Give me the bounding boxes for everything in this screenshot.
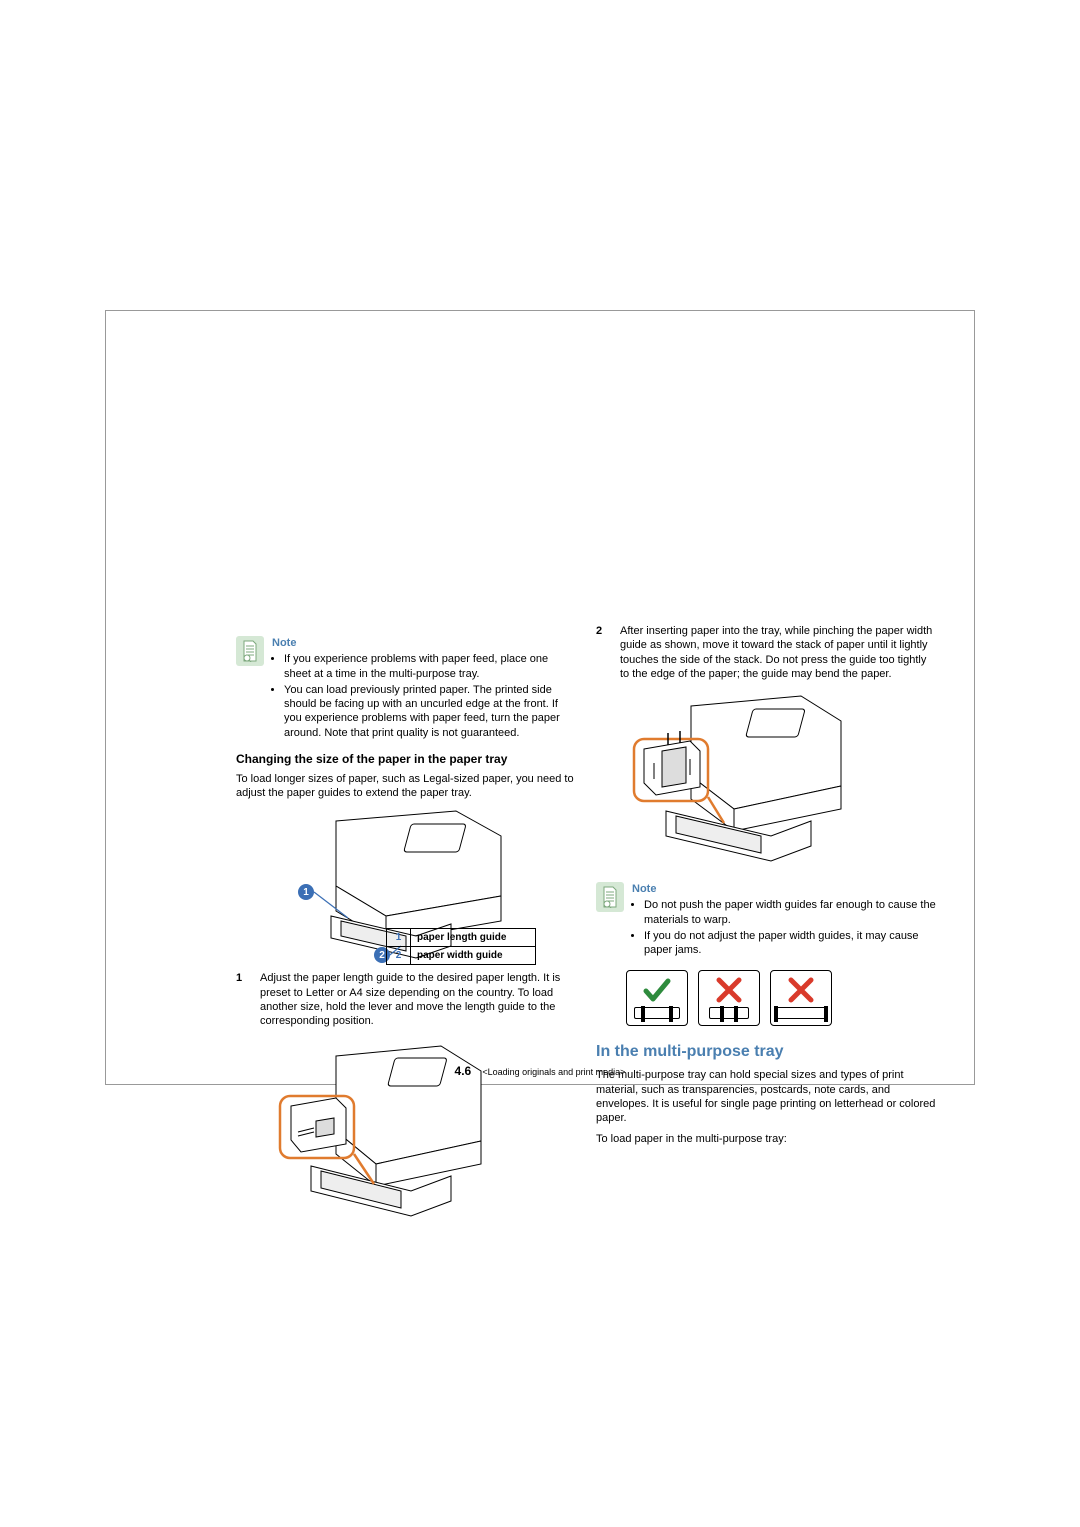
note2-bullet-1: Do not push the paper width guides far e… bbox=[644, 898, 936, 927]
intro-para: To load longer sizes of paper, such as L… bbox=[236, 772, 576, 801]
left-column: Note If you experience problems with pap… bbox=[236, 636, 576, 1236]
legend-txt-2: paper width guide bbox=[411, 947, 535, 964]
section-multipurpose: In the multi-purpose tray bbox=[596, 1042, 936, 1063]
note-label: Note bbox=[632, 882, 936, 896]
note-icon bbox=[236, 636, 264, 666]
step-1-num: 1 bbox=[236, 971, 248, 1028]
page-number: 4.6 bbox=[455, 1064, 472, 1078]
legend-row-2: 2 paper width guide bbox=[387, 947, 535, 964]
figure-step2 bbox=[626, 691, 856, 876]
step-1: 1 Adjust the paper length guide to the d… bbox=[236, 971, 576, 1028]
footer-title: <Loading originals and print media> bbox=[482, 1067, 625, 1077]
guide-adjustment-icons: .guide-box:nth-child(2) .tray-shape::bef… bbox=[626, 970, 936, 1026]
step-2-body: After inserting paper into the tray, whi… bbox=[620, 624, 936, 681]
note-body-1: Note If you experience problems with pap… bbox=[272, 636, 576, 742]
legend-txt-1: paper length guide bbox=[411, 929, 535, 946]
guide-too-loose bbox=[770, 970, 832, 1026]
legend-num-1: 1 bbox=[387, 929, 411, 946]
page-footer: 4.6 <Loading originals and print media> bbox=[106, 1064, 974, 1078]
guide-correct bbox=[626, 970, 688, 1026]
note2-bullet-2: If you do not adjust the paper width gui… bbox=[644, 929, 936, 958]
figure-legend: 1 paper length guide 2 paper width guide bbox=[386, 928, 536, 965]
note-label: Note bbox=[272, 636, 576, 650]
note1-bullet-2: You can load previously printed paper. T… bbox=[284, 683, 576, 740]
note-block-2: Note Do not push the paper width guides … bbox=[596, 882, 936, 959]
note-body-2: Note Do not push the paper width guides … bbox=[632, 882, 936, 959]
step-2-num: 2 bbox=[596, 624, 608, 681]
legend-num-2: 2 bbox=[387, 947, 411, 964]
step-1-body: Adjust the paper length guide to the des… bbox=[260, 971, 576, 1028]
figure-printer-guides: 1 2 1 paper length guide 2 paper width g… bbox=[276, 806, 536, 961]
page-frame: Note If you experience problems with pap… bbox=[105, 310, 975, 1085]
note-block-1: Note If you experience problems with pap… bbox=[236, 636, 576, 742]
subheading-change-size: Changing the size of the paper in the pa… bbox=[236, 752, 576, 768]
step-2: 2 After inserting paper into the tray, w… bbox=[596, 624, 936, 681]
mp-para-2: To load paper in the multi-purpose tray: bbox=[596, 1132, 936, 1146]
note-icon bbox=[596, 882, 624, 912]
legend-row-1: 1 paper length guide bbox=[387, 929, 535, 947]
guide-too-tight: .guide-box:nth-child(2) .tray-shape::bef… bbox=[698, 970, 760, 1026]
note1-bullet-1: If you experience problems with paper fe… bbox=[284, 652, 576, 681]
